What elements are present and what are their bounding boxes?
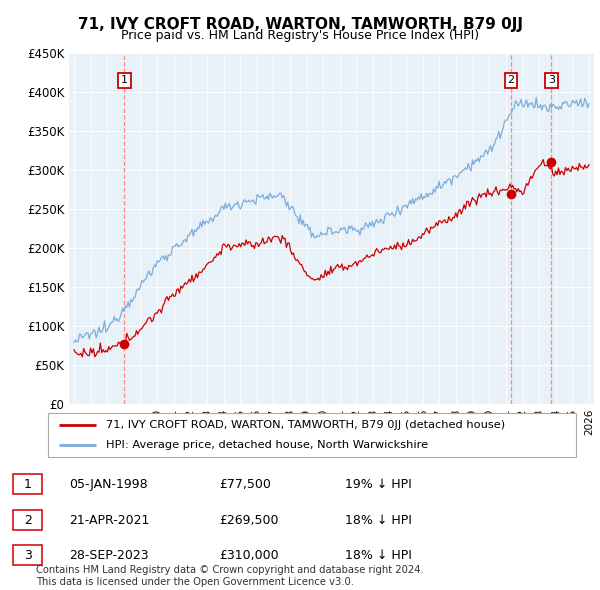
- Text: 1: 1: [23, 478, 32, 491]
- Text: 3: 3: [548, 76, 555, 86]
- Text: 2: 2: [23, 514, 32, 527]
- Text: 71, IVY CROFT ROAD, WARTON, TAMWORTH, B79 0JJ: 71, IVY CROFT ROAD, WARTON, TAMWORTH, B7…: [77, 17, 523, 31]
- Text: £77,500: £77,500: [219, 478, 271, 491]
- Text: Contains HM Land Registry data © Crown copyright and database right 2024.
This d: Contains HM Land Registry data © Crown c…: [36, 565, 424, 587]
- Text: 28-SEP-2023: 28-SEP-2023: [69, 549, 149, 562]
- Text: 18% ↓ HPI: 18% ↓ HPI: [345, 514, 412, 527]
- Text: 3: 3: [23, 549, 32, 562]
- Text: 2: 2: [508, 76, 515, 86]
- Text: 19% ↓ HPI: 19% ↓ HPI: [345, 478, 412, 491]
- Text: 71, IVY CROFT ROAD, WARTON, TAMWORTH, B79 0JJ (detached house): 71, IVY CROFT ROAD, WARTON, TAMWORTH, B7…: [106, 420, 505, 430]
- Text: £269,500: £269,500: [219, 514, 278, 527]
- Text: HPI: Average price, detached house, North Warwickshire: HPI: Average price, detached house, Nort…: [106, 440, 428, 450]
- Text: Price paid vs. HM Land Registry's House Price Index (HPI): Price paid vs. HM Land Registry's House …: [121, 30, 479, 42]
- Text: £310,000: £310,000: [219, 549, 278, 562]
- Text: 18% ↓ HPI: 18% ↓ HPI: [345, 549, 412, 562]
- Text: 05-JAN-1998: 05-JAN-1998: [69, 478, 148, 491]
- Text: 1: 1: [121, 76, 128, 86]
- Text: 21-APR-2021: 21-APR-2021: [69, 514, 149, 527]
